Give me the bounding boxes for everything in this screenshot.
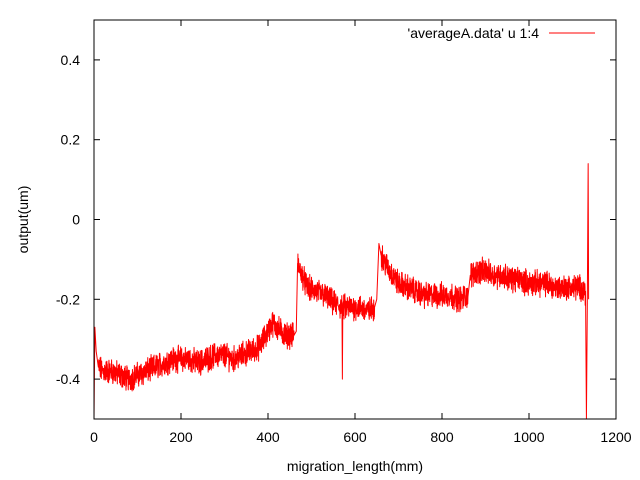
legend: 'averageA.data' u 1:4	[408, 25, 595, 41]
labels-layer: 0 200 400 600 800 1000 1200 -0.4 -0.2 0 0.2 0.4	[56, 52, 632, 445]
x-tick-label: 1000	[513, 429, 544, 445]
y-axis-title: output(um)	[15, 186, 31, 254]
y-tick-label: -0.2	[56, 291, 80, 307]
x-tick-label: 1200	[600, 429, 631, 445]
y-tick-label: 0	[72, 212, 80, 228]
x-tick-label: 800	[430, 429, 454, 445]
data-layer	[94, 163, 590, 419]
x-tick-label: 600	[343, 429, 367, 445]
legend-label: 'averageA.data' u 1:4	[408, 25, 540, 41]
x-tick-label: 0	[90, 429, 98, 445]
y-tick-label: 0.4	[61, 52, 81, 68]
y-tick-label: -0.4	[56, 371, 80, 387]
y-tick-label: 0.2	[61, 132, 81, 148]
series-line	[94, 163, 590, 419]
ticks-layer	[93, 20, 617, 419]
x-tick-label: 400	[256, 429, 280, 445]
x-tick-label: 200	[169, 429, 193, 445]
x-axis-title: migration_length(mm)	[287, 458, 423, 474]
